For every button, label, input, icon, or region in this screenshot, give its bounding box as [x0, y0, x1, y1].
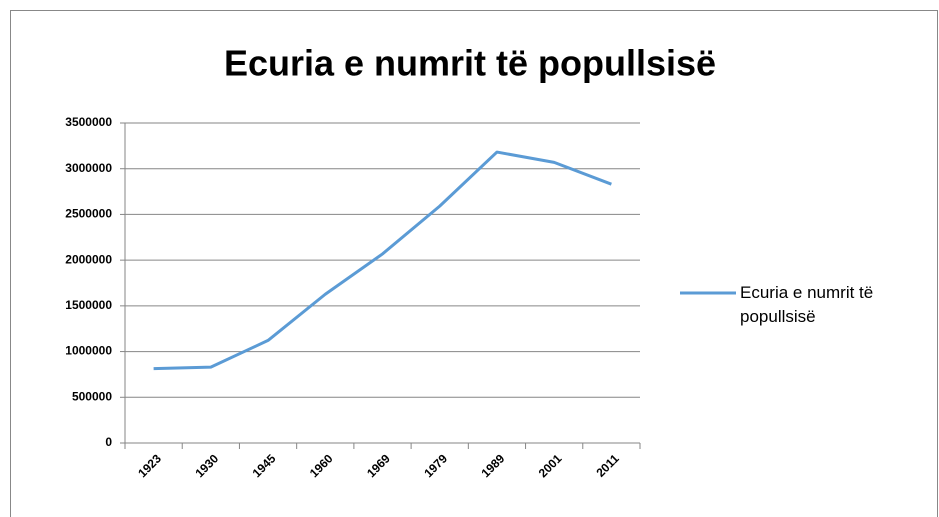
y-tick-label: 1000000: [65, 344, 112, 358]
legend-label: Ecuria e numrit të popullsisë: [740, 283, 874, 326]
chart-border: [10, 10, 938, 517]
y-tick-label: 2000000: [65, 252, 112, 266]
y-tick-label: 3000000: [65, 161, 112, 175]
y-tick-label: 1500000: [65, 298, 112, 312]
y-tick-label: 2500000: [65, 207, 112, 221]
y-tick-label: 0: [105, 435, 112, 449]
y-tick-label: 500000: [72, 389, 112, 403]
data-line: [153, 150, 612, 371]
chart-title: Ecuria e numrit të popullsisë: [224, 43, 716, 84]
y-tick-label: 3500000: [65, 115, 112, 129]
